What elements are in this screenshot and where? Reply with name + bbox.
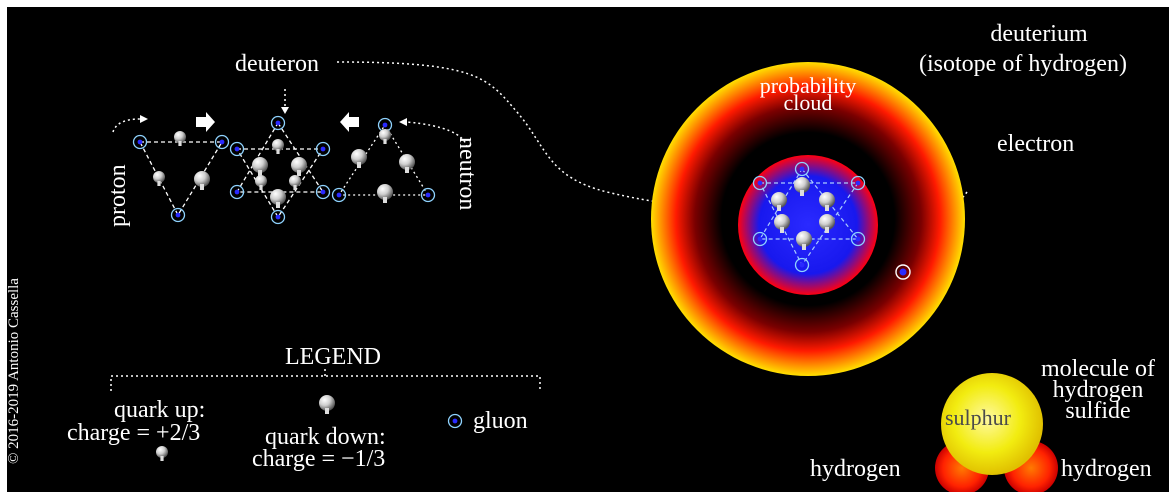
molecule-line1: molecule of (1041, 356, 1155, 382)
deuteron-icon (229, 115, 331, 225)
sulphur-atom (941, 373, 1043, 475)
electron-label: electron (997, 131, 1075, 157)
quark-up-charge: charge = +2/3 (67, 420, 201, 446)
proton-label: proton (105, 164, 131, 227)
hydrogen-left-label: hydrogen (810, 456, 901, 482)
neutron-icon (331, 117, 436, 203)
nucleus-quarks (752, 161, 866, 273)
deuterium-label: deuterium (990, 21, 1088, 47)
neutron-label: neutron (454, 137, 480, 211)
deuteron-label: deuteron (235, 51, 319, 77)
molecule-line3: sulfide (1065, 398, 1131, 424)
copyright-credit: © 2016-2019 Antonio Cassella (7, 278, 22, 464)
hydrogen-right-label: hydrogen (1061, 456, 1152, 482)
legend-title: LEGEND (285, 344, 381, 370)
nucleus (738, 155, 878, 295)
quark-down-label: quark down: (265, 424, 386, 450)
gluon-label: gluon (473, 408, 528, 434)
hydrogen-sulfide-molecule (935, 373, 1058, 492)
diagram-art (110, 61, 1058, 492)
quark-down-charge: charge = −1/3 (252, 446, 386, 472)
sulphur-label: sulphur (945, 405, 1011, 430)
gluon-icon (447, 413, 463, 429)
cloud-label: cloud (783, 90, 833, 115)
quark-down-icon (319, 395, 335, 414)
molecule-line2: hydrogen (1052, 377, 1144, 403)
arrow-right-icon (196, 112, 215, 132)
diagram-panel: deuteron proton neutron probability clou… (7, 7, 1169, 492)
arrow-left-icon (340, 112, 359, 132)
isotope-label: (isotope of hydrogen) (919, 51, 1127, 77)
probability-label: probability (759, 73, 857, 98)
proton-icon (132, 131, 230, 223)
quark-up-label: quark up: (114, 397, 206, 423)
electron-icon (895, 264, 911, 280)
quark-up-icon (156, 446, 168, 461)
